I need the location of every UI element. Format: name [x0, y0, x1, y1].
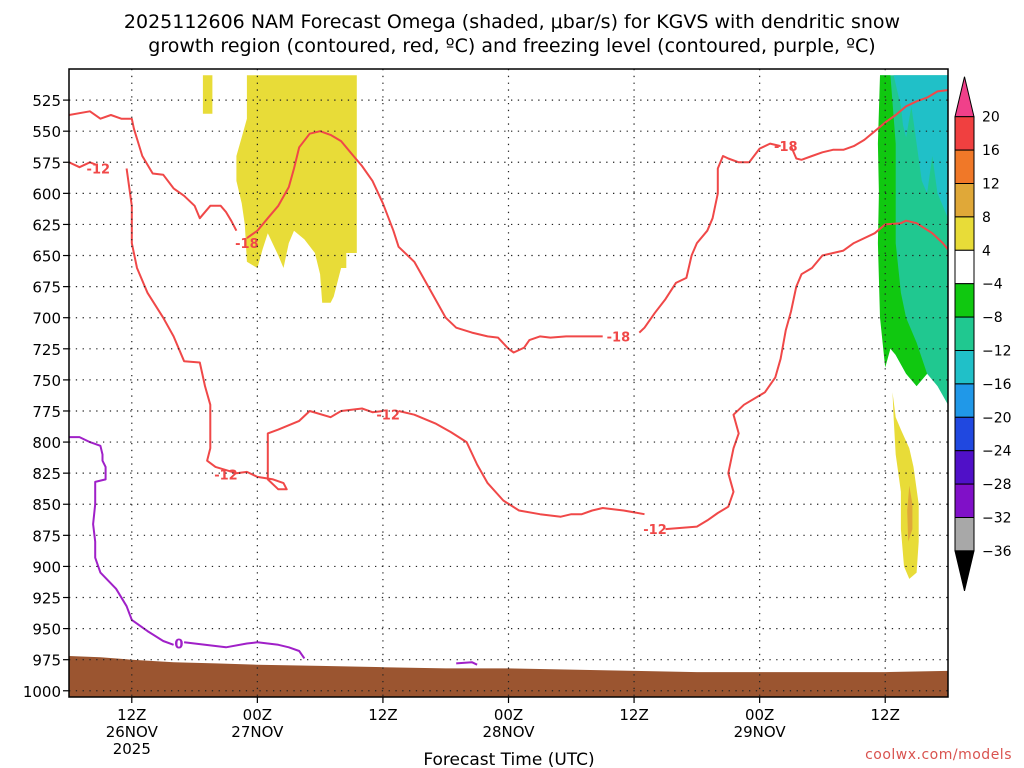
y-tick-label-575: 575: [32, 154, 61, 172]
y-tick-label-700: 700: [32, 310, 61, 328]
colorbar-label-0: 20: [982, 110, 1000, 126]
contour-line-0-3: [398, 410, 645, 518]
colorbar-swatch-8: [954, 350, 975, 385]
colorbar-swatch-10: [954, 416, 975, 452]
y-tick-label-900: 900: [32, 558, 61, 576]
colorbar-label-7: −12: [982, 344, 1012, 360]
colorbar-label-6: −8: [982, 310, 1003, 326]
colorbar-label-4: 4: [982, 243, 991, 259]
colorbar-swatch-2: [954, 149, 975, 185]
y-tick-label-675: 675: [32, 279, 61, 297]
colorbar-swatch-4: [954, 216, 975, 251]
y-tick-label-775: 775: [32, 403, 61, 421]
y-tick-label-825: 825: [32, 465, 61, 483]
chart-title-line-1: 2025112606 NAM Forecast Omega (shaded, μ…: [124, 11, 900, 33]
x-tick-label-66-1: 29NOV: [734, 723, 787, 741]
x-tick-label-42-0: 00Z: [494, 706, 523, 724]
omega-shade-5: [892, 392, 919, 579]
y-tick-label-600: 600: [32, 185, 61, 203]
contour-line-0-4: [665, 219, 948, 531]
contour-label-0-3: -12: [643, 523, 667, 538]
y-tick-label-950: 950: [32, 621, 61, 639]
x-tick-label-6-1: 26NOV: [106, 723, 159, 741]
y-tick-label-800: 800: [32, 434, 61, 452]
omega-shade-4: [893, 75, 948, 219]
y-tick-label-625: 625: [32, 216, 61, 234]
omega-shade-6: [907, 485, 913, 542]
below-ground-shade: [69, 656, 948, 697]
contour-label-1-0: -18: [235, 237, 259, 252]
colorbar-swatch-11: [954, 450, 975, 485]
colorbar-label-8: −16: [982, 377, 1012, 393]
colorbar: 20 16 12 8 4 −4 −8 −12 −16 −20 −24 −28 −32 −36: [954, 76, 1012, 592]
colorbar-label-10: −24: [982, 444, 1012, 460]
contour-line-2-1: [183, 641, 306, 659]
contour-line-0-1: [69, 110, 238, 232]
x-tick-label-54-0: 12Z: [619, 706, 648, 724]
colorbar-bottom-arrow: [954, 550, 975, 592]
colorbar-label-12: −32: [982, 511, 1012, 527]
colorbar-swatch-3: [954, 183, 975, 218]
colorbar-swatch-1: [954, 116, 975, 151]
y-tick-label-875: 875: [32, 527, 61, 545]
contour-line-0-2: [125, 168, 384, 491]
contour-label-0-2: -12: [376, 409, 400, 424]
colorbar-top-arrow: [954, 76, 975, 118]
plot-content: -12 -12 -12 -12 -18 -18 -18 0: [69, 75, 948, 697]
colorbar-swatch-9: [954, 383, 975, 418]
x-tick-label-18-1: 27NOV: [231, 723, 284, 741]
colorbar-swatch-12: [954, 483, 975, 519]
contour-line-2-2: [456, 661, 478, 666]
colorbar-label-9: −20: [982, 410, 1012, 426]
colorbar-label-11: −28: [982, 477, 1012, 493]
y-tick-label-550: 550: [32, 123, 61, 141]
x-tick-label-6-2: 2025: [113, 740, 151, 758]
colorbar-label-2: 12: [982, 177, 1000, 193]
omega-shade-3: [877, 75, 928, 387]
y-tick-label-650: 650: [32, 248, 61, 266]
colorbar-swatch-13: [954, 517, 975, 552]
contour-line-1-0: [246, 130, 603, 354]
colorbar-label-5: −4: [982, 277, 1003, 293]
x-tick-label-42-1: 28NOV: [482, 723, 535, 741]
y-tick-label-525: 525: [32, 92, 61, 110]
contour-label-0-1: -12: [214, 468, 238, 483]
x-axis-title: Forecast Time (UTC): [423, 750, 594, 768]
colorbar-label-1: 16: [982, 143, 1000, 159]
contour-label-2-0: 0: [174, 638, 183, 653]
y-tick-label-750: 750: [32, 372, 61, 390]
y-tick-label-975: 975: [32, 652, 61, 670]
plot-area: -12 -12 -12 -12 -18 -18 -18 0 525 550 575 600 625 650…: [23, 68, 949, 758]
x-tick-label-78-0: 12Z: [871, 706, 900, 724]
x-tick-label-30-0: 12Z: [368, 706, 397, 724]
contour-line-2-0: [69, 436, 174, 646]
contour-line-0-0: [69, 161, 97, 169]
contour-label-1-2: -18: [774, 140, 798, 155]
colorbar-label-3: 8: [982, 210, 991, 226]
omega-shade-1: [236, 75, 357, 303]
x-tick-label-18-0: 00Z: [243, 706, 272, 724]
omega-shade-0: [202, 75, 213, 114]
y-tick-label-925: 925: [32, 590, 61, 608]
credit-text: coolwx.com/models: [865, 747, 1012, 763]
y-tick-label-850: 850: [32, 496, 61, 514]
contour-label-1-1: -18: [607, 330, 631, 345]
y-tick-label-1000: 1000: [23, 683, 61, 701]
contour-label-0-0: -12: [87, 162, 111, 177]
colorbar-swatch-6: [954, 283, 975, 318]
y-tick-label-725: 725: [32, 341, 61, 359]
chart-title-line-2: growth region (contoured, red, ºC) and f…: [148, 35, 875, 57]
colorbar-label-13: −36: [982, 544, 1012, 560]
colorbar-swatch-7: [954, 316, 975, 352]
x-tick-label-6-0: 12Z: [117, 706, 146, 724]
x-tick-label-66-0: 00Z: [745, 706, 774, 724]
colorbar-swatch-5: [954, 249, 975, 285]
